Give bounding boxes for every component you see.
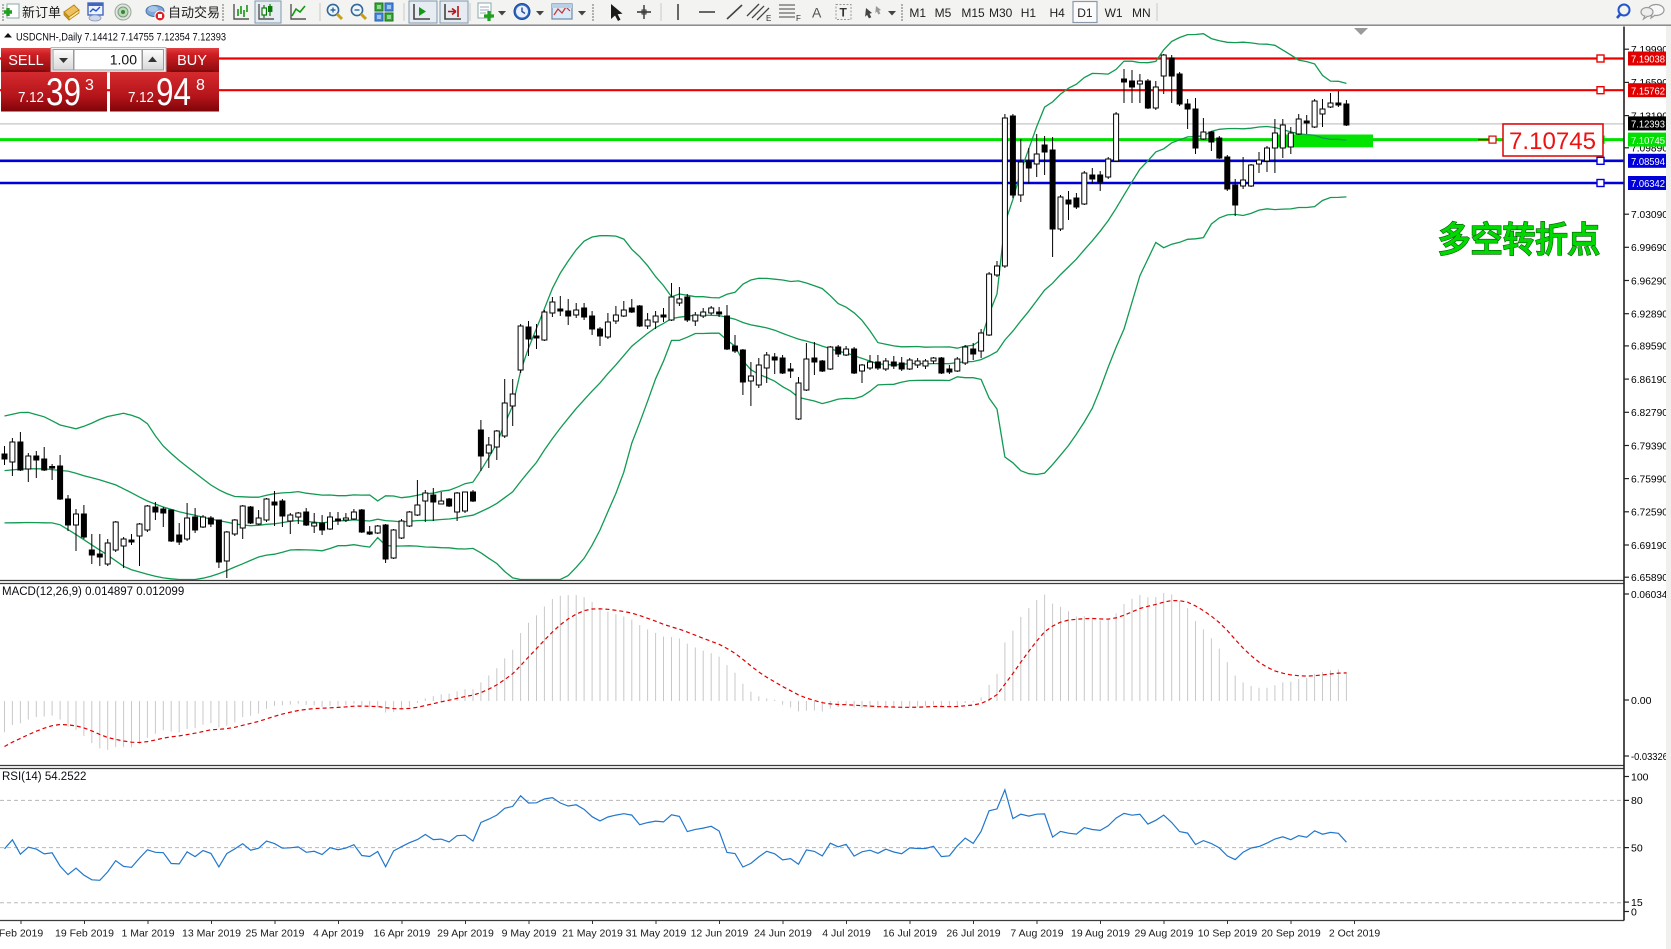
svg-text:15: 15 <box>1631 897 1643 909</box>
svg-text:3: 3 <box>85 77 94 94</box>
svg-text:7 Aug 2019: 7 Aug 2019 <box>1010 928 1063 940</box>
svg-text:29 Aug 2019: 29 Aug 2019 <box>1135 928 1194 940</box>
svg-text:8: 8 <box>196 77 205 94</box>
svg-text:1.00: 1.00 <box>110 52 137 68</box>
svg-text:M1: M1 <box>909 6 926 20</box>
svg-text:M30: M30 <box>989 6 1013 20</box>
svg-text:7.12: 7.12 <box>18 90 44 106</box>
svg-text:20 Sep 2019: 20 Sep 2019 <box>1261 928 1321 940</box>
svg-text:25 Mar 2019: 25 Mar 2019 <box>246 928 305 940</box>
svg-text:7.10745: 7.10745 <box>1509 128 1596 155</box>
svg-text:24 Jun 2019: 24 Jun 2019 <box>754 928 812 940</box>
svg-text:A: A <box>812 5 822 21</box>
svg-text:94: 94 <box>156 71 191 114</box>
svg-text:6.92890: 6.92890 <box>1631 309 1668 321</box>
svg-text:W1: W1 <box>1105 6 1123 20</box>
svg-text:7.12: 7.12 <box>128 90 154 106</box>
svg-text:4 Apr 2019: 4 Apr 2019 <box>313 928 364 940</box>
svg-text:E: E <box>766 14 771 23</box>
svg-text:新订单: 新订单 <box>22 5 61 20</box>
svg-text:39: 39 <box>46 71 81 114</box>
svg-text:13 Mar 2019: 13 Mar 2019 <box>182 928 241 940</box>
svg-text:6.65890: 6.65890 <box>1631 572 1668 584</box>
svg-text:Feb 2019: Feb 2019 <box>0 928 43 940</box>
svg-text:7.08594: 7.08594 <box>1631 156 1665 168</box>
svg-text:MN: MN <box>1132 6 1151 20</box>
svg-text:MACD(12,26,9) 0.014897 0.01209: MACD(12,26,9) 0.014897 0.012099 <box>2 586 184 598</box>
svg-text:7.10745: 7.10745 <box>1631 135 1665 147</box>
svg-text:-0.033267: -0.033267 <box>1631 751 1671 763</box>
svg-text:M5: M5 <box>935 6 952 20</box>
svg-text:6.99690: 6.99690 <box>1631 242 1668 254</box>
svg-text:BUY: BUY <box>177 53 207 69</box>
svg-text:21 May 2019: 21 May 2019 <box>562 928 623 940</box>
svg-text:10 Sep 2019: 10 Sep 2019 <box>1198 928 1258 940</box>
svg-text:12 Jun 2019: 12 Jun 2019 <box>691 928 749 940</box>
svg-text:6.82790: 6.82790 <box>1631 407 1668 419</box>
svg-text:D1: D1 <box>1077 6 1093 20</box>
svg-text:7.12393: 7.12393 <box>1631 119 1665 131</box>
svg-text:6.96290: 6.96290 <box>1631 275 1668 287</box>
svg-text:H1: H1 <box>1021 6 1037 20</box>
svg-text:7.06342: 7.06342 <box>1631 178 1665 190</box>
svg-text:19 Aug 2019: 19 Aug 2019 <box>1071 928 1130 940</box>
svg-text:6.86190: 6.86190 <box>1631 374 1668 386</box>
svg-text:4 Jul 2019: 4 Jul 2019 <box>822 928 871 940</box>
svg-text:F: F <box>796 14 801 23</box>
svg-text:USDCNH-,Daily 7.14412 7.14755: USDCNH-,Daily 7.14412 7.14755 7.12354 7.… <box>16 32 226 44</box>
svg-text:0: 0 <box>1631 906 1637 918</box>
svg-text:6.69190: 6.69190 <box>1631 540 1668 552</box>
svg-text:1 Mar 2019: 1 Mar 2019 <box>121 928 174 940</box>
svg-text:16 Jul 2019: 16 Jul 2019 <box>883 928 937 940</box>
svg-text:2 Oct 2019: 2 Oct 2019 <box>1329 928 1381 940</box>
svg-text:0.060346: 0.060346 <box>1631 589 1671 601</box>
svg-text:M15: M15 <box>961 6 985 20</box>
svg-text:自动交易: 自动交易 <box>168 5 220 20</box>
svg-text:7.19038: 7.19038 <box>1631 54 1665 66</box>
svg-text:6.79390: 6.79390 <box>1631 440 1668 452</box>
svg-text:SELL: SELL <box>8 53 43 69</box>
svg-text:多空转折点: 多空转折点 <box>1438 221 1600 260</box>
svg-text:29 Apr 2019: 29 Apr 2019 <box>437 928 494 940</box>
svg-text:6.89590: 6.89590 <box>1631 341 1668 353</box>
svg-text:31 May 2019: 31 May 2019 <box>626 928 687 940</box>
svg-text:0.00: 0.00 <box>1631 695 1652 707</box>
svg-text:26 Jul 2019: 26 Jul 2019 <box>946 928 1000 940</box>
svg-text:7.03090: 7.03090 <box>1631 209 1668 221</box>
svg-text:RSI(14) 54.2522: RSI(14) 54.2522 <box>2 771 86 783</box>
svg-text:50: 50 <box>1631 842 1643 854</box>
svg-text:H4: H4 <box>1050 6 1066 20</box>
svg-text:7.15762: 7.15762 <box>1631 85 1665 97</box>
svg-text:6.75990: 6.75990 <box>1631 473 1668 485</box>
svg-text:19 Feb 2019: 19 Feb 2019 <box>55 928 114 940</box>
svg-text:16 Apr 2019: 16 Apr 2019 <box>374 928 431 940</box>
svg-text:6.72590: 6.72590 <box>1631 507 1668 519</box>
svg-text:100: 100 <box>1631 771 1649 783</box>
svg-text:T: T <box>840 6 848 20</box>
svg-text:9 May 2019: 9 May 2019 <box>502 928 557 940</box>
svg-text:80: 80 <box>1631 795 1643 807</box>
